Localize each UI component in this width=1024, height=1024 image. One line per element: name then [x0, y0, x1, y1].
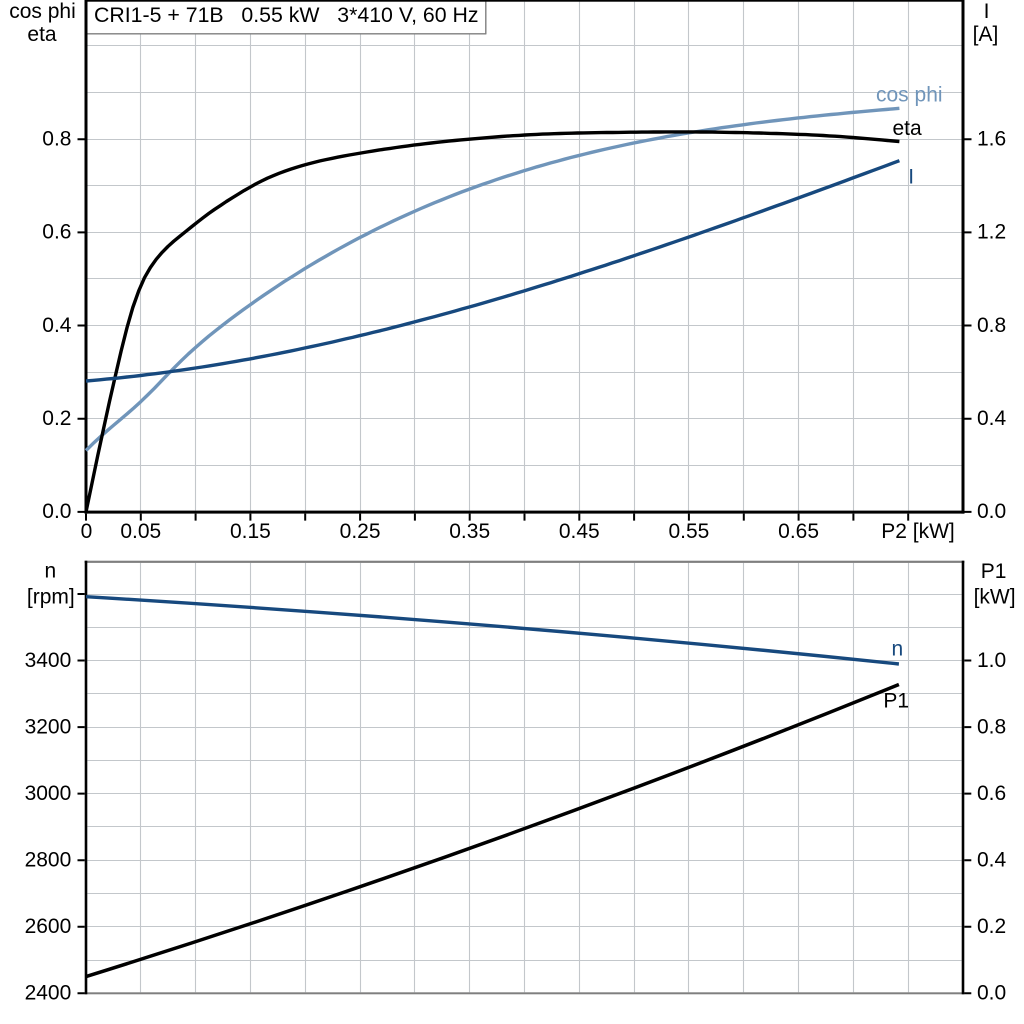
- svg-text:0.6: 0.6: [42, 221, 71, 244]
- svg-text:cos phi: cos phi: [876, 83, 943, 106]
- svg-text:0.8: 0.8: [977, 715, 1006, 738]
- svg-text:1.6: 1.6: [977, 128, 1006, 151]
- svg-text:2400: 2400: [25, 982, 72, 1005]
- svg-text:0.8: 0.8: [42, 128, 71, 151]
- svg-text:P2 [kW]: P2 [kW]: [881, 520, 955, 543]
- svg-text:2600: 2600: [25, 915, 72, 938]
- svg-text:3200: 3200: [25, 715, 72, 738]
- svg-text:0.55: 0.55: [668, 520, 709, 543]
- svg-text:eta: eta: [27, 23, 57, 46]
- svg-text:0.05: 0.05: [120, 520, 161, 543]
- svg-text:1.0: 1.0: [977, 649, 1006, 672]
- svg-text:0.0: 0.0: [977, 500, 1006, 523]
- svg-text:0.35: 0.35: [449, 520, 490, 543]
- svg-text:0.2: 0.2: [977, 915, 1006, 938]
- svg-text:0.0: 0.0: [42, 500, 71, 523]
- svg-text:0.4: 0.4: [42, 314, 72, 337]
- svg-text:3400: 3400: [25, 649, 72, 672]
- svg-text:1.2: 1.2: [977, 221, 1006, 244]
- svg-text:I: I: [908, 165, 914, 188]
- svg-text:0.6: 0.6: [977, 782, 1006, 805]
- svg-text:0.2: 0.2: [42, 407, 71, 430]
- svg-text:0.65: 0.65: [778, 520, 819, 543]
- svg-text:P1: P1: [883, 689, 909, 712]
- svg-text:0: 0: [81, 520, 93, 543]
- svg-text:0.25: 0.25: [340, 520, 381, 543]
- svg-text:[kW]: [kW]: [974, 586, 1016, 609]
- svg-text:n: n: [44, 560, 56, 583]
- svg-text:eta: eta: [893, 117, 923, 140]
- svg-text:3000: 3000: [25, 782, 72, 805]
- svg-text:I: I: [984, 0, 990, 23]
- svg-text:2800: 2800: [25, 849, 72, 872]
- svg-text:0.45: 0.45: [559, 520, 600, 543]
- svg-text:[rpm]: [rpm]: [27, 585, 75, 608]
- svg-text:cos phi: cos phi: [9, 0, 76, 23]
- svg-text:0.4: 0.4: [977, 407, 1007, 430]
- svg-text:n: n: [892, 637, 904, 660]
- svg-text:0.0: 0.0: [977, 982, 1006, 1005]
- svg-text:0.15: 0.15: [230, 520, 271, 543]
- svg-text:0.8: 0.8: [977, 314, 1006, 337]
- svg-text:CRI1-5 + 71B 0.55 kW 3*410: CRI1-5 + 71B 0.55 kW 3*410 V, 60 Hz: [94, 3, 479, 27]
- svg-text:[A]: [A]: [973, 23, 999, 46]
- svg-text:P1: P1: [981, 560, 1007, 583]
- svg-text:0.4: 0.4: [977, 849, 1007, 872]
